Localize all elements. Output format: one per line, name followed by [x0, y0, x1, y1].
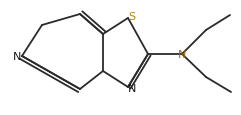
Text: S: S — [128, 12, 135, 22]
Text: N: N — [13, 52, 21, 61]
Text: N: N — [178, 50, 186, 59]
Text: N: N — [128, 83, 136, 93]
